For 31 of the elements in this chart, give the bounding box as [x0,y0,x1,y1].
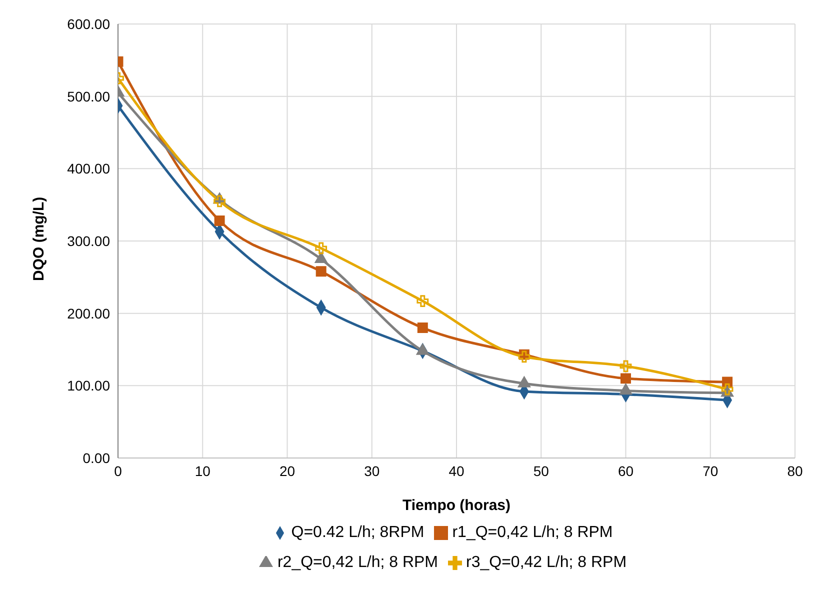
point [316,266,326,277]
y-tick-label: 400.00 [67,160,110,177]
point [416,295,429,307]
x-tick-label: 70 [702,462,718,479]
y-tick-label: 300.00 [67,232,110,249]
legend-label: r3_Q=0,42 L/h; 8 RPM [466,554,627,571]
legend-label: r2_Q=0,42 L/h; 8 RPM [277,554,438,571]
point [315,242,328,254]
y-tick-label: 600.00 [67,16,110,32]
y-axis-title: DQO (mg/L) [30,196,48,281]
y-tick-label: 200.00 [67,305,110,322]
x-tick-label: 0 [114,462,122,479]
x-tick-label: 30 [364,462,380,479]
legend-label: Q=0.42 L/h; 8RPM [291,524,424,541]
point [214,216,225,226]
point [620,360,632,372]
x-tick-label: 50 [533,462,550,479]
point [518,350,530,363]
x-tick-label: 80 [787,462,803,479]
x-tick-label: 40 [448,462,464,479]
x-tick-label: 20 [279,462,296,479]
legend-label: r1_Q=0,42 L/h; 8 RPM [452,524,613,541]
y-tick-label: 500.00 [67,88,110,104]
y-tick-label: 0.00 [82,450,110,466]
y-tick-label: 100.00 [67,378,110,394]
point [214,195,226,208]
x-tick-label: 60 [618,462,634,479]
point [620,373,631,384]
point [417,322,428,334]
x-axis-title: Tiempo (horas) [402,497,511,514]
x-tick-label: 10 [194,462,211,479]
